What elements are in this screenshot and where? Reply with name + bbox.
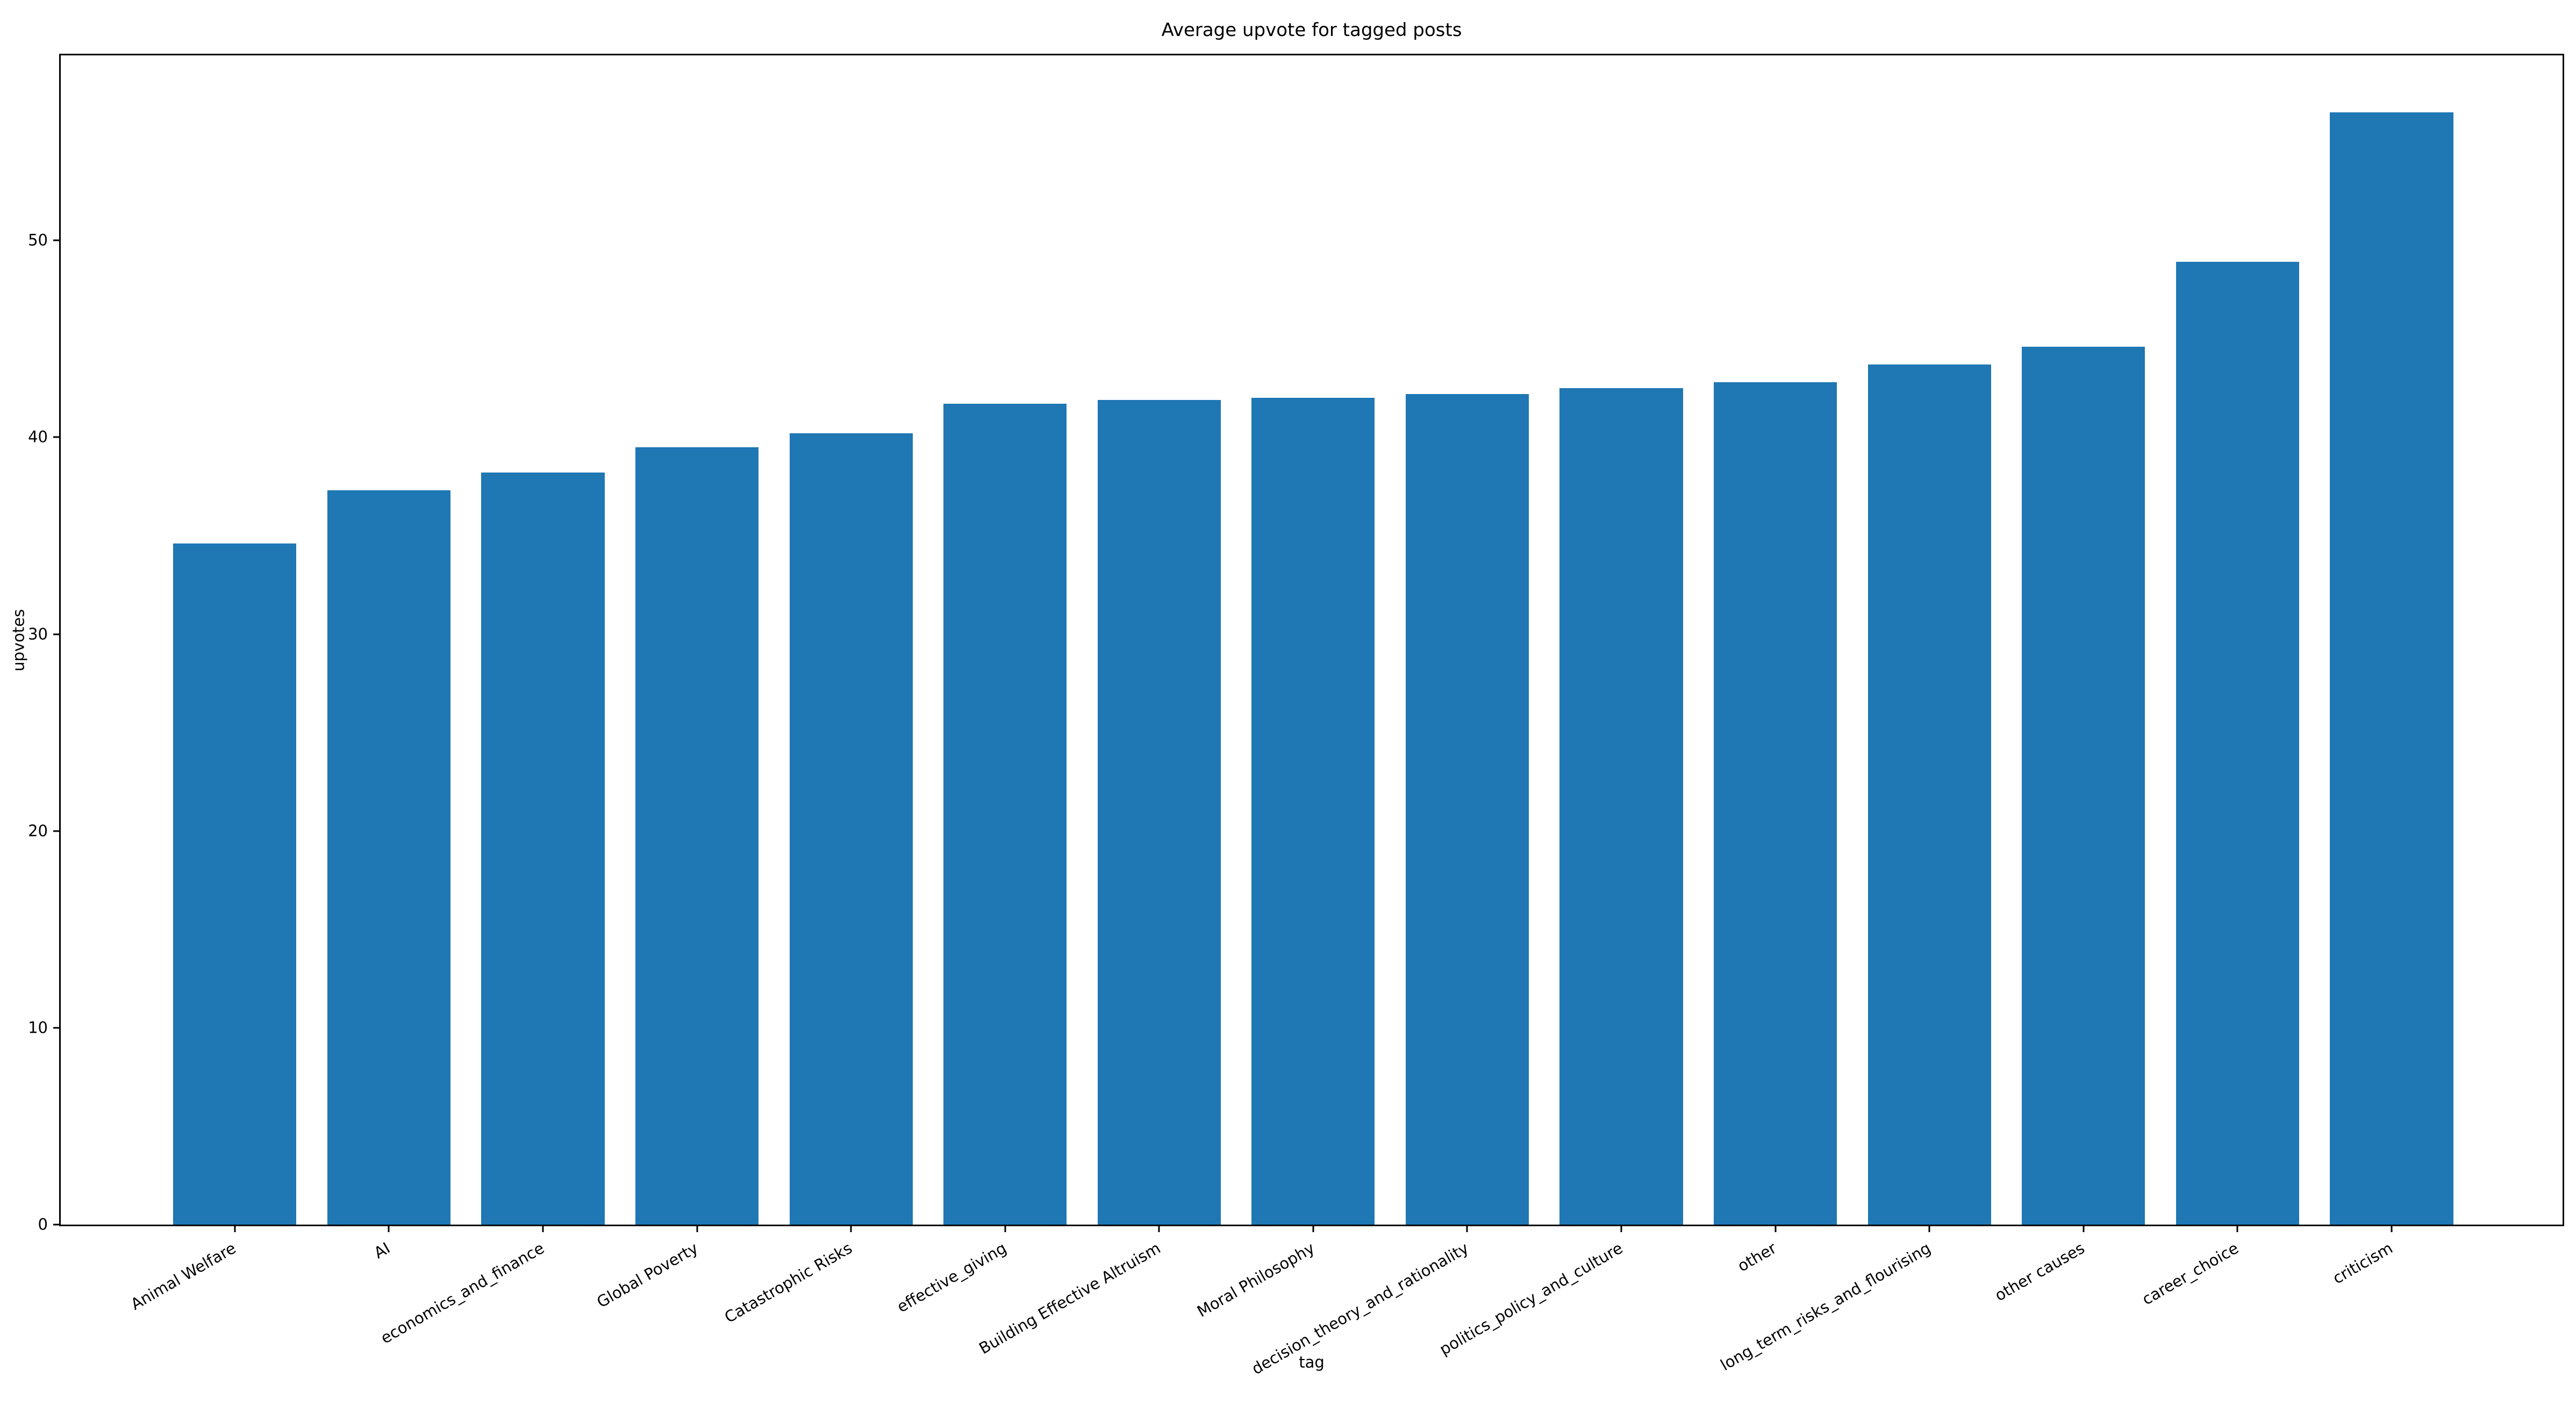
x-tick-mark <box>1928 1225 1930 1232</box>
x-tick-mark <box>1158 1225 1160 1232</box>
x-tick-label: career_choice <box>2139 1239 2242 1309</box>
x-tick-label: Moral Philosophy <box>1193 1239 1318 1321</box>
x-tick-label: criticism <box>2329 1239 2396 1288</box>
chart-title: Average upvote for tagged posts <box>1161 19 1462 41</box>
y-tick-label: 10 <box>28 1018 48 1037</box>
x-tick-label: effective_giving <box>893 1239 1010 1317</box>
bar-effective-giving <box>943 404 1067 1225</box>
x-tick-label: Global Poverty <box>593 1239 702 1312</box>
x-tick-mark <box>696 1225 698 1232</box>
x-tick-mark <box>388 1225 390 1232</box>
x-tick-mark <box>1620 1225 1622 1232</box>
x-tick-label: Animal Welfare <box>127 1239 239 1314</box>
y-tick-mark <box>53 239 61 241</box>
plot-area: upvotes tag 0 10 20 30 40 50 Animal Welfare AI… <box>10 54 2564 1378</box>
bar-animal-welfare <box>173 543 297 1225</box>
x-tick-label: economics_and_finance <box>377 1239 547 1348</box>
x-tick-mark <box>2236 1225 2238 1232</box>
y-tick-label: 40 <box>28 427 48 446</box>
x-tick-label: other <box>1734 1239 1780 1276</box>
y-tick-label: 30 <box>28 625 48 643</box>
bar-moral-philosophy <box>1251 398 1375 1225</box>
x-tick-label: AI <box>370 1239 393 1262</box>
bar-decision-theory-and-rationality <box>1405 394 1529 1225</box>
x-tick-mark <box>542 1225 544 1232</box>
x-tick-mark <box>234 1225 236 1232</box>
y-axis-label: upvotes <box>9 609 28 671</box>
x-tick-mark <box>1466 1225 1468 1232</box>
bar-economics-and-finance <box>481 473 605 1225</box>
x-tick-mark <box>2391 1225 2393 1232</box>
y-tick-mark <box>53 1027 61 1029</box>
x-tick-label: other causes <box>1992 1239 2088 1305</box>
bar-long-term-risks-and-flourising <box>1867 364 1991 1225</box>
y-tick-label: 50 <box>28 231 48 249</box>
bar-career-choice <box>2176 262 2299 1225</box>
y-tick-mark <box>53 830 61 832</box>
x-tick-mark <box>1312 1225 1314 1232</box>
bar-criticism <box>2330 112 2453 1225</box>
x-tick-mark <box>850 1225 852 1232</box>
bar-politics-policy-and-culture <box>1559 388 1683 1225</box>
y-tick-mark <box>53 633 61 635</box>
x-tick-mark <box>1004 1225 1006 1232</box>
bar-catastrophic-risks <box>789 433 913 1225</box>
bar-other-causes <box>2022 346 2145 1225</box>
bar-ai <box>327 490 451 1225</box>
y-tick-label: 0 <box>38 1215 48 1234</box>
y-tick-label: 20 <box>28 821 48 840</box>
x-axis-label: tag <box>1299 1353 1325 1371</box>
bar-other <box>1713 382 1837 1225</box>
bar-global-poverty <box>635 447 759 1225</box>
x-tick-label: Catastrophic Risks <box>721 1239 856 1327</box>
x-tick-mark <box>1774 1225 1777 1232</box>
x-tick-mark <box>2083 1225 2085 1232</box>
bar-building-effective-altruism <box>1097 399 1221 1225</box>
y-tick-mark <box>53 1224 61 1226</box>
y-tick-mark <box>53 436 61 438</box>
